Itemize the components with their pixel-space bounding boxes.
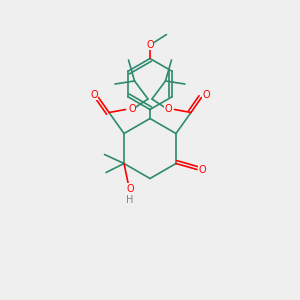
Text: O: O xyxy=(126,184,134,194)
Text: O: O xyxy=(90,89,98,100)
Text: O: O xyxy=(128,104,136,115)
Text: O: O xyxy=(164,104,172,115)
Text: H: H xyxy=(126,195,134,205)
Text: O: O xyxy=(199,164,206,175)
Text: O: O xyxy=(202,89,210,100)
Text: O: O xyxy=(146,40,154,50)
